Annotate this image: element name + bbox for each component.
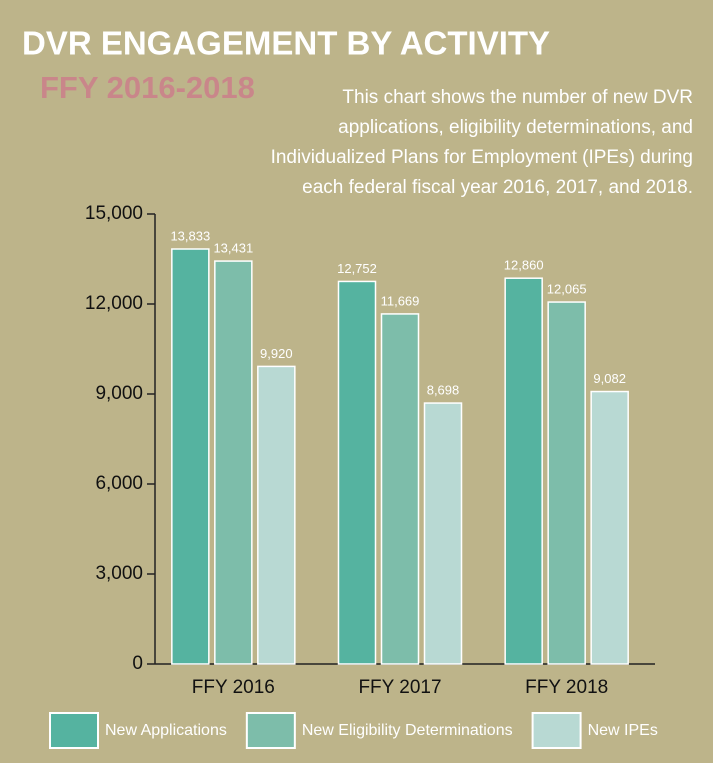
- y-tick-label: 9,000: [95, 383, 143, 404]
- y-tick-label: 12,000: [85, 293, 143, 314]
- legend-label: New IPEs: [588, 722, 658, 739]
- y-tick-label: 3,000: [95, 563, 143, 584]
- bar: [214, 260, 253, 665]
- y-tick-label: 6,000: [95, 473, 143, 494]
- chart-subtitle: FFY 2016-2018: [40, 70, 255, 105]
- bar: [504, 277, 543, 665]
- data-label: 13,833: [170, 228, 210, 243]
- description-line: each federal fiscal year 2016, 2017, and…: [302, 177, 693, 198]
- data-label: 12,752: [337, 261, 377, 276]
- data-label: 12,065: [547, 281, 587, 296]
- x-tick-label: FFY 2017: [358, 677, 441, 698]
- bar: [337, 280, 377, 665]
- bar: [257, 365, 296, 665]
- legend-swatch: [531, 712, 582, 749]
- description-line: This chart shows the number of new DVR: [342, 87, 693, 108]
- description-line: applications, eligibility determinations…: [338, 117, 693, 138]
- bar: [171, 248, 210, 665]
- legend-label: New Eligibility Determinations: [302, 722, 513, 739]
- data-label: 12,860: [504, 258, 544, 273]
- data-label: 9,082: [593, 371, 626, 386]
- legend-swatch: [49, 712, 99, 749]
- data-label: 8,698: [427, 382, 460, 397]
- y-tick-label: 0: [132, 653, 143, 674]
- bar: [590, 390, 629, 665]
- data-label: 9,920: [260, 346, 293, 361]
- bar: [547, 301, 586, 665]
- legend-label: New Applications: [105, 722, 227, 739]
- bar: [423, 402, 463, 665]
- x-tick-label: FFY 2018: [525, 677, 608, 698]
- data-label: 13,431: [213, 241, 253, 256]
- description-line: Individualized Plans for Employment (IPE…: [271, 147, 693, 168]
- y-tick-label: 15,000: [85, 203, 143, 224]
- chart-title: DVR ENGAGEMENT BY ACTIVITY: [22, 25, 550, 62]
- legend-swatch: [245, 712, 296, 749]
- data-label: 11,669: [381, 293, 420, 308]
- bar: [380, 313, 420, 665]
- x-tick-label: FFY 2016: [192, 677, 275, 698]
